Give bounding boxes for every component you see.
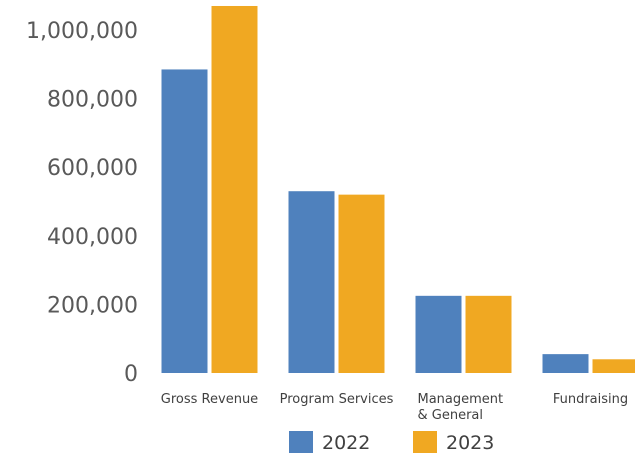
legend-swatch	[413, 431, 437, 453]
bar-2023	[211, 5, 258, 374]
bar-2023	[465, 295, 512, 373]
legend-label: 2022	[322, 432, 370, 453]
x-tick-label: Program Services	[280, 392, 394, 407]
y-tick-label: 1,000,000	[26, 19, 138, 44]
bars	[161, 5, 635, 374]
y-tick-label: 600,000	[47, 156, 138, 181]
y-tick-label: 200,000	[47, 293, 138, 318]
bar-2022	[542, 354, 589, 373]
legend-swatch	[289, 431, 313, 453]
bar-2022	[161, 69, 208, 373]
y-tick-label: 0	[124, 362, 138, 387]
x-tick-label: Fundraising	[553, 392, 628, 407]
y-axis: 0 200,000 400,000 600,000 800,000 1,000,000	[26, 19, 138, 387]
legend: 2022 2023	[289, 431, 494, 453]
bar-2023	[338, 194, 385, 373]
bar-2022	[415, 295, 462, 373]
x-tick-label: Gross Revenue	[161, 392, 258, 407]
x-tick-label: Management & General	[418, 392, 504, 423]
x-axis: Gross Revenue Program Services Management &…	[161, 392, 628, 423]
y-tick-label: 400,000	[47, 225, 138, 250]
bar-2023	[592, 359, 635, 373]
bar-2022	[288, 191, 335, 373]
y-tick-label: 800,000	[47, 88, 138, 113]
legend-label: 2023	[446, 432, 494, 453]
